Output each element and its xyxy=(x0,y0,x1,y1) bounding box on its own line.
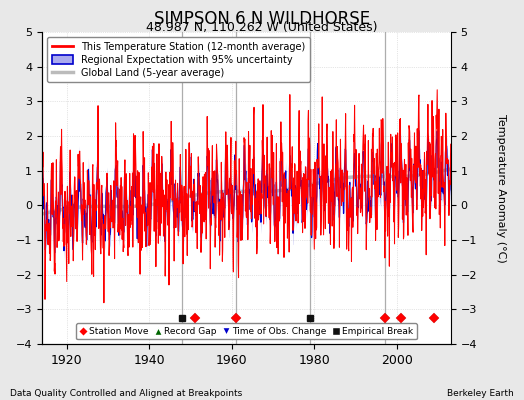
Text: 48.987 N, 110.262 W (United States): 48.987 N, 110.262 W (United States) xyxy=(146,21,378,34)
Text: Data Quality Controlled and Aligned at Breakpoints: Data Quality Controlled and Aligned at B… xyxy=(10,389,243,398)
Legend: Station Move, Record Gap, Time of Obs. Change, Empirical Break: Station Move, Record Gap, Time of Obs. C… xyxy=(76,323,417,340)
Y-axis label: Temperature Anomaly (°C): Temperature Anomaly (°C) xyxy=(496,114,506,262)
Text: Berkeley Earth: Berkeley Earth xyxy=(447,389,514,398)
Text: SIMPSON 6 N WILDHORSE: SIMPSON 6 N WILDHORSE xyxy=(154,10,370,28)
